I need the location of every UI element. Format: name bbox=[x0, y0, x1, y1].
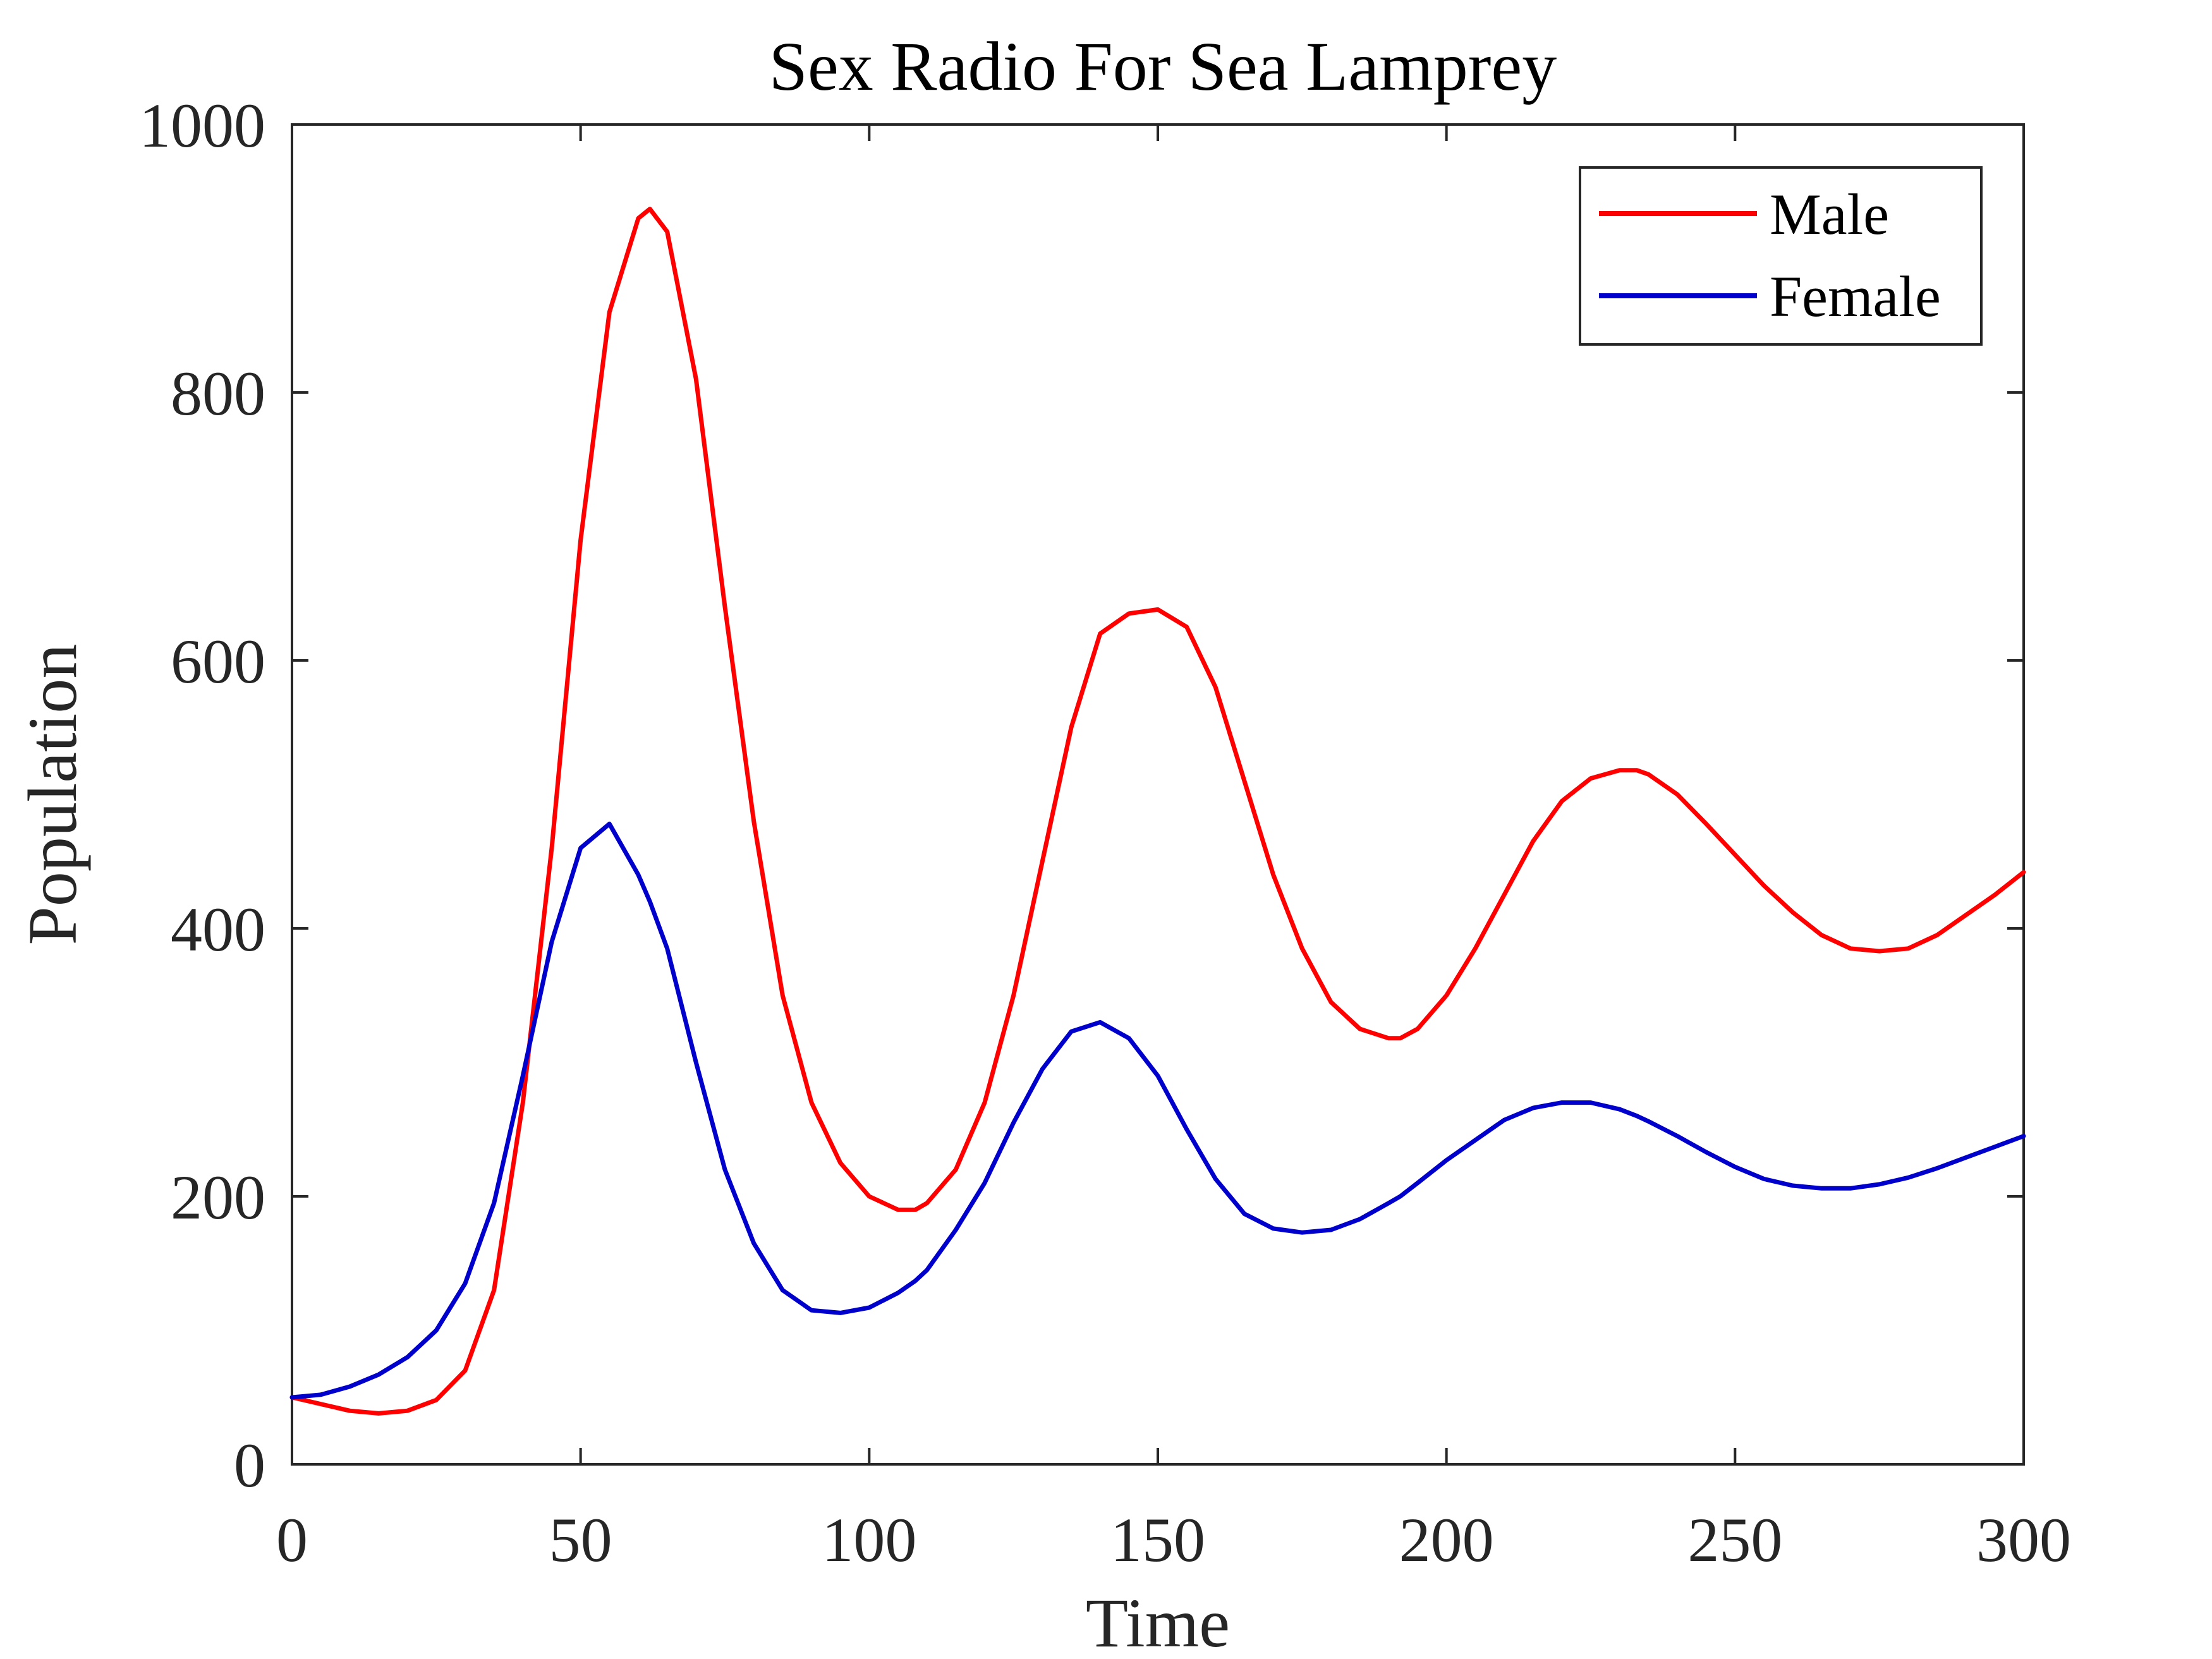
plot-area bbox=[289, 123, 2026, 1466]
x-tick-label: 300 bbox=[1976, 1505, 2071, 1575]
y-tick-label: 800 bbox=[171, 358, 265, 428]
tick-marks bbox=[291, 123, 2025, 1466]
axes-box bbox=[291, 123, 2025, 1466]
x-tick-label: 250 bbox=[1687, 1505, 1782, 1575]
series-group bbox=[289, 207, 2026, 1416]
series-line-male bbox=[289, 207, 2026, 1416]
series-line-female bbox=[289, 822, 2026, 1400]
y-tick-label: 200 bbox=[171, 1162, 265, 1232]
legend-box bbox=[1579, 166, 1983, 346]
x-tick-label: 150 bbox=[1110, 1505, 1205, 1575]
chart-title: Sex Radio For Sea Lamprey bbox=[769, 28, 1557, 105]
y-tick-label: 1000 bbox=[139, 90, 265, 161]
x-tick-label: 200 bbox=[1399, 1505, 1494, 1575]
y-axis-label: Population bbox=[14, 644, 91, 945]
legend: Male Female bbox=[1579, 166, 1983, 346]
legend-label-male: Male bbox=[1770, 182, 1889, 246]
x-tick-label: 100 bbox=[822, 1505, 916, 1575]
y-tick-labels: 0 200 400 600 800 1000 bbox=[139, 90, 265, 1500]
legend-label-female: Female bbox=[1770, 264, 1941, 329]
x-tick-label: 50 bbox=[549, 1505, 612, 1575]
y-tick-label: 400 bbox=[171, 894, 265, 964]
y-tick-label: 0 bbox=[234, 1430, 265, 1500]
x-axis-label: Time bbox=[1086, 1584, 1230, 1659]
y-tick-label: 600 bbox=[171, 626, 265, 696]
x-tick-labels: 0 50 100 150 200 250 300 bbox=[276, 1505, 2071, 1575]
x-tick-label: 0 bbox=[276, 1505, 308, 1575]
